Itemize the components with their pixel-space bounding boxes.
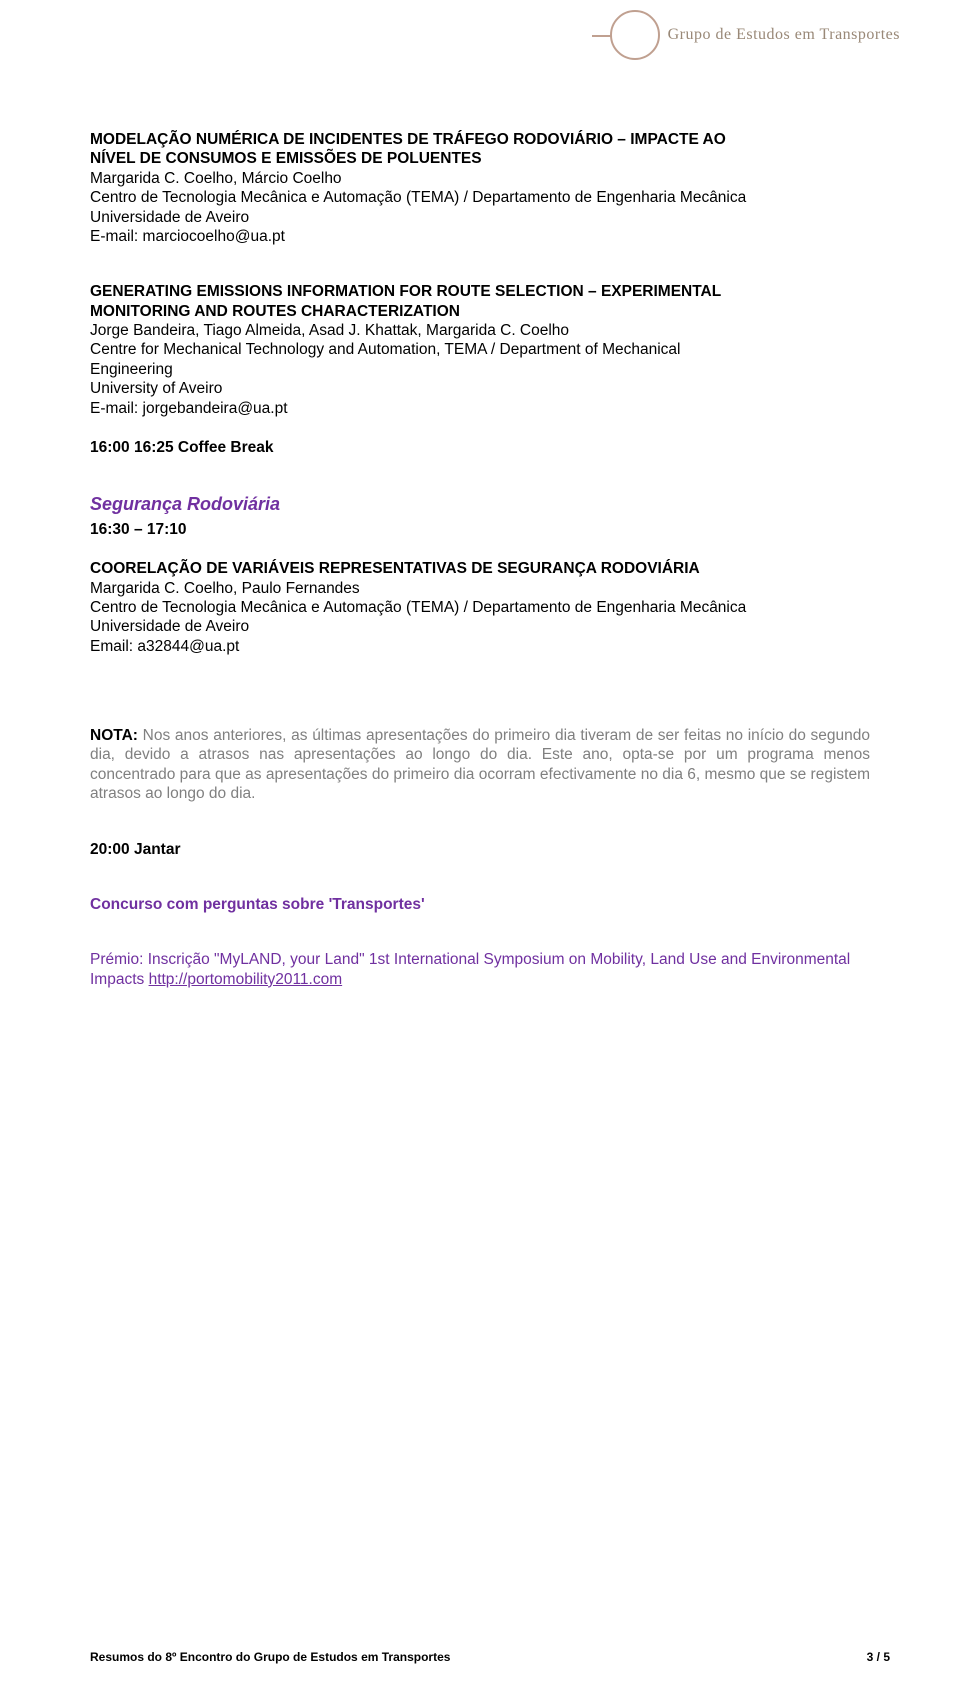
item1-title-line2: NÍVEL DE CONSUMOS E EMISSÕES DE POLUENTE… [90,149,870,168]
coffee-break: 16:00 16:25 Coffee Break [90,438,870,457]
footer-left: Resumos do 8º Encontro do Grupo de Estud… [90,1650,450,1664]
prize-block: Prémio: Inscrição "MyLAND, your Land" 1s… [90,950,870,989]
footer-page-number: 3 / 5 [867,1650,890,1664]
header-logo: Grupo de Estudos em Transportes [610,10,900,60]
item1-affiliation: Centro de Tecnologia Mecânica e Automaçã… [90,188,870,207]
item2-title-line2: MONITORING AND ROUTES CHARACTERIZATION [90,302,870,321]
section-time: 16:30 – 17:10 [90,520,870,539]
item2-authors: Jorge Bandeira, Tiago Almeida, Asad J. K… [90,321,870,340]
prize-link[interactable]: http://portomobility2011.com [149,971,343,988]
logo-text: Grupo de Estudos em Transportes [668,26,900,44]
item1-university: Universidade de Aveiro [90,208,870,227]
item2-university: University of Aveiro [90,379,870,398]
item1-authors: Margarida C. Coelho, Márcio Coelho [90,169,870,188]
item1-email: E-mail: marciocoelho@ua.pt [90,227,870,246]
item3-title: COORELAÇÃO DE VARIÁVEIS REPRESENTATIVAS … [90,559,870,578]
item3-email: Email: a32844@ua.pt [90,637,870,656]
contest-title: Concurso com perguntas sobre 'Transporte… [90,895,870,914]
note-block: NOTA: Nos anos anteriores, as últimas ap… [90,726,870,804]
item2-email: E-mail: jorgebandeira@ua.pt [90,399,870,418]
item3-university: Universidade de Aveiro [90,617,870,636]
item2-title-line1: GENERATING EMISSIONS INFORMATION FOR ROU… [90,282,870,301]
item3-affiliation: Centro de Tecnologia Mecânica e Automaçã… [90,598,870,617]
item1-title-line1: MODELAÇÃO NUMÉRICA DE INCIDENTES DE TRÁF… [90,130,870,149]
note-label: NOTA: [90,727,138,744]
dinner: 20:00 Jantar [90,840,870,859]
item2-affiliation-line1: Centre for Mechanical Technology and Aut… [90,340,870,359]
item3-authors: Margarida C. Coelho, Paulo Fernandes [90,579,870,598]
logo-circle-icon [610,10,660,60]
page-footer: Resumos do 8º Encontro do Grupo de Estud… [90,1650,890,1664]
item2-affiliation-line2: Engineering [90,360,870,379]
section-title-seguranca: Segurança Rodoviária [90,493,870,516]
page-content: MODELAÇÃO NUMÉRICA DE INCIDENTES DE TRÁF… [0,0,960,1049]
note-body: Nos anos anteriores, as últimas apresent… [90,727,870,802]
